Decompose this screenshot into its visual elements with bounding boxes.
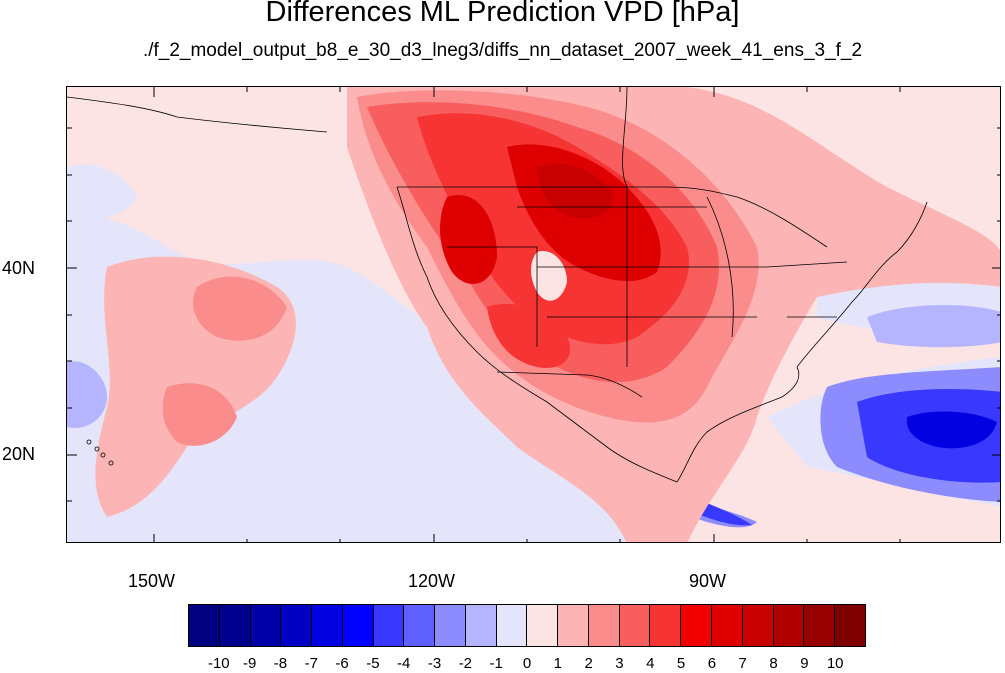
colorbar-swatch <box>804 605 836 646</box>
colorbar-tick-label: 6 <box>707 655 717 672</box>
lat-label-40n: 40N <box>2 258 36 278</box>
colorbar-swatch <box>773 605 805 646</box>
boundary-line <box>67 96 328 133</box>
colorbar-swatch <box>742 605 774 646</box>
colorbar-swatch <box>281 605 313 646</box>
colorbar-swatch <box>681 605 713 646</box>
colorbar-swatch <box>250 605 282 646</box>
boundary-line <box>396 186 678 483</box>
colorbar-swatch <box>312 605 343 646</box>
colorbar-swatch <box>342 605 374 646</box>
blue-region-west <box>67 361 107 428</box>
colorbar-tick-label: -5 <box>366 655 380 672</box>
colorbar-tick-label: 8 <box>769 655 778 672</box>
colorbar-swatch <box>189 605 220 646</box>
colorbar-tick-label: -6 <box>335 655 349 672</box>
colorbar-tick-label: -8 <box>273 655 288 672</box>
field-contours <box>67 87 1000 542</box>
colorbar-swatch <box>619 605 651 646</box>
lon-label-120w: 120W <box>408 571 456 591</box>
boundary-line <box>622 87 628 188</box>
boundary-line <box>447 246 538 347</box>
colorbar-swatch <box>650 605 682 646</box>
colorbar-tick-label: -4 <box>397 655 411 672</box>
map-subtitle: ./f_2_model_output_b8_e_30_d3_lneg3/diff… <box>142 40 863 61</box>
colorbar-swatch <box>527 605 559 646</box>
boundary-line <box>397 186 828 248</box>
colorbar-tick-label: -10 <box>207 655 230 672</box>
colorbar-tick-label: -7 <box>304 655 318 672</box>
colorbar <box>188 604 866 647</box>
boundary-line <box>766 261 848 268</box>
colorbar-swatch <box>219 605 251 646</box>
light-pocket-rockies <box>531 251 567 301</box>
axis-ticks <box>67 87 1000 542</box>
map-plot-area <box>66 86 1001 543</box>
pink-region-pacific-core <box>193 276 287 341</box>
light-blue-region-north <box>67 164 137 221</box>
colorbar-tick-label: 2 <box>584 655 593 672</box>
colorbar-swatch <box>558 605 589 646</box>
colorbar-swatch <box>712 605 743 646</box>
island-outline <box>108 460 114 466</box>
lon-label-150w: 150W <box>128 571 176 591</box>
blue-region-atlantic-north <box>867 305 1000 348</box>
red-region-west-ridge <box>440 195 497 284</box>
colorbar-tick-label: 4 <box>646 655 655 672</box>
colorbar-tick-label: 0 <box>522 655 532 672</box>
colorbar-tick-label: 3 <box>615 655 624 672</box>
pink-region-pacific-south <box>162 383 237 446</box>
boundary-line <box>496 371 643 398</box>
island-outline <box>86 439 92 445</box>
boundary-line <box>676 366 800 483</box>
colorbar-tick-label: -9 <box>242 655 257 672</box>
red-region-core-center <box>537 163 613 219</box>
lat-label-20n: 20N <box>2 444 36 464</box>
map-title: Differences ML Prediction VPD [hPa] <box>265 0 740 28</box>
boundary-line <box>706 196 734 338</box>
colorbar-tick-label: 1 <box>553 655 562 672</box>
colorbar-swatch <box>588 605 620 646</box>
colorbar-tick-label: 9 <box>800 655 809 672</box>
colorbar-tick-label: -1 <box>489 655 503 672</box>
colorbar-swatch <box>435 605 466 646</box>
colorbar-swatch <box>465 605 497 646</box>
colorbar-tick-label: 10 <box>826 655 844 672</box>
colorbar-swatch <box>496 605 528 646</box>
colorbar-tick-label: -2 <box>458 655 473 672</box>
red-region-southwest <box>487 303 571 368</box>
island-outline <box>100 452 106 458</box>
lon-label-90w: 90W <box>689 571 727 591</box>
colorbar-tick-label: -3 <box>427 655 442 672</box>
vpd-difference-map <box>67 87 1000 542</box>
colorbar-labels: -10 -9 -8 -7 -6 -5 -4 -3 -2 -1 0 1 2 3 4 5 6 7 8 9 10 <box>188 655 866 673</box>
coastline-and-borders <box>67 87 928 483</box>
colorbar-tick-label: 5 <box>676 655 686 672</box>
colorbar-swatch <box>835 605 865 646</box>
blue-region-atlantic-center <box>906 411 997 449</box>
colorbar-swatch <box>404 605 436 646</box>
colorbar-tick-label: 7 <box>738 655 747 672</box>
colorbar-swatch <box>373 605 405 646</box>
boundary-line <box>796 201 928 368</box>
island-outline <box>94 446 100 452</box>
